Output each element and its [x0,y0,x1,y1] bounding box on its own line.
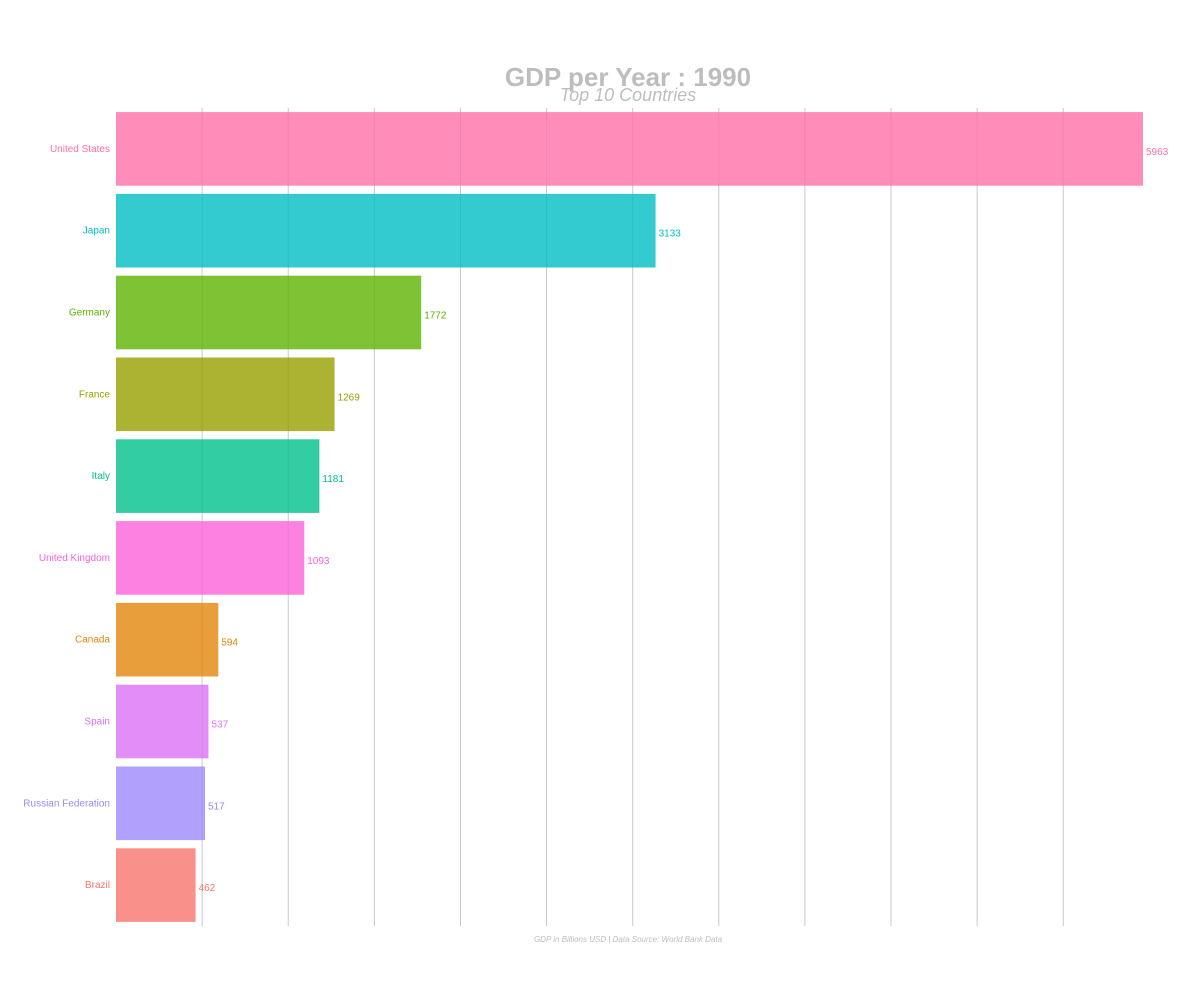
chart-caption: GDP in Billions USD | Data Source: World… [534,935,723,944]
value-label: 1093 [307,556,330,567]
chart-subtitle: Top 10 Countries [560,85,696,105]
category-label: Germany [69,308,110,319]
value-label: 5963 [1146,147,1169,158]
bar-united-kingdom [116,521,305,595]
value-label: 1269 [338,392,361,403]
category-label: Italy [92,471,110,482]
category-label: United Kingdom [39,553,110,564]
category-label: Japan [83,226,110,237]
label-layer: United States 5963 Japan 3133 Germany 1772 Fra… [23,144,1168,894]
category-label: United States [50,144,110,155]
value-label: 462 [199,883,216,894]
bar-russian-federation [116,766,206,841]
value-label: 3133 [659,229,682,240]
category-label: Russian Federation [23,798,110,809]
category-label: France [79,389,111,400]
bar-united-states [116,112,1143,186]
category-label: Canada [75,635,110,646]
bar-brazil [116,848,196,922]
bar-canada [116,602,219,677]
value-label: 594 [221,638,238,649]
bar-japan [116,193,656,268]
chart-title: GDP per Year : 1990 [505,62,751,92]
bar-germany [116,275,422,350]
category-label: Brazil [85,880,110,891]
bar-layer [116,112,1143,922]
value-label: 1181 [322,474,344,485]
bar-france [116,357,335,432]
bar-spain [116,684,209,759]
value-label: 1772 [424,311,447,322]
bar-italy [116,439,320,513]
value-label: 517 [208,801,225,812]
category-label: Spain [84,717,110,728]
value-label: 537 [211,720,228,731]
